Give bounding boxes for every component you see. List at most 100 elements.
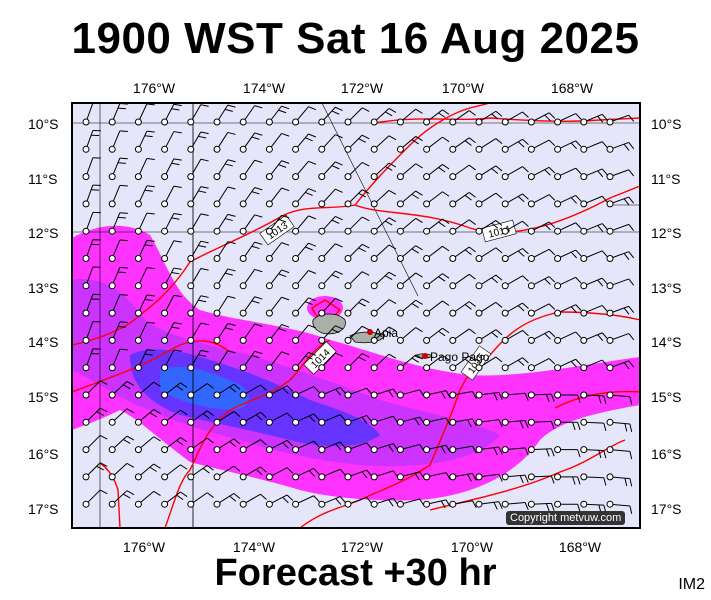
wind-barb-feather: [260, 439, 267, 446]
wind-barb-feather: [623, 143, 630, 151]
lon-label: 172°W: [341, 80, 384, 96]
wind-barb-feather: [308, 188, 317, 193]
wind-barb-station: [554, 227, 562, 235]
wind-barb-station: [134, 418, 142, 426]
wind-barb-station: [475, 200, 483, 208]
wind-barb-feather: [281, 105, 290, 110]
wind-barb-feather: [601, 332, 608, 340]
wind-barb-feather: [575, 113, 582, 120]
wind-barb-feather: [176, 494, 184, 501]
wind-barb-feather: [180, 464, 188, 470]
wind-barb-station: [187, 418, 195, 426]
wind-barb-station: [82, 418, 90, 426]
wind-barb-station: [527, 255, 535, 262]
wind-barb-feather: [171, 217, 180, 220]
lon-label: 170°W: [442, 80, 485, 96]
wind-barb-feather: [308, 106, 317, 111]
wind-barb-feather: [313, 468, 320, 475]
wind-barb-feather: [173, 294, 182, 298]
wind-barb-feather: [438, 221, 446, 228]
wind-barb-station: [161, 336, 169, 344]
wind-barb-feather: [495, 165, 503, 172]
wind-barb-feather: [126, 490, 135, 496]
wind-barb-feather: [575, 277, 582, 284]
wind-barb-feather: [251, 136, 260, 140]
wind-barb-feather: [388, 271, 397, 277]
wind-barb-station: [108, 473, 116, 481]
wind-barb-feather: [224, 327, 233, 331]
wind-barb-station: [161, 446, 169, 454]
wind-barb-station: [606, 118, 614, 126]
wind-barb-feather: [366, 387, 373, 395]
wind-barb-station: [423, 364, 431, 372]
wind-barb-station: [265, 145, 273, 153]
wind-barb-station: [501, 145, 509, 153]
wind-barb-feather: [339, 414, 346, 422]
wind-barb-feather: [548, 358, 556, 365]
wind-barb-feather: [281, 187, 290, 192]
wind-barb-station: [265, 309, 273, 317]
wind-barb-feather: [628, 278, 635, 286]
wind-barb-station: [82, 227, 90, 235]
wind-barb-station: [449, 364, 457, 372]
wind-barb-feather: [598, 395, 602, 404]
wind-barb-feather: [628, 169, 635, 177]
lat-label: 12°S: [28, 225, 59, 241]
wind-barb-station: [580, 200, 588, 208]
wind-barb-station: [239, 200, 247, 208]
wind-barb-station: [187, 446, 195, 454]
lat-label: 11°S: [651, 171, 680, 187]
wind-barb-station: [396, 309, 404, 317]
wind-barb-feather: [629, 451, 633, 460]
wind-barb-feather: [498, 501, 503, 510]
wind-barb-station: [396, 255, 404, 262]
wind-barb-station: [580, 282, 588, 290]
wind-barb-feather: [411, 193, 419, 199]
wind-barb-station: [475, 173, 483, 181]
wind-barb-station: [161, 391, 169, 399]
wind-barb-station: [606, 336, 614, 344]
wind-barb-feather: [146, 212, 155, 215]
wind-barb-feather: [628, 224, 635, 231]
wind-barb-station: [344, 418, 352, 426]
wind-barb-feather: [388, 326, 397, 332]
wind-barb-feather: [254, 350, 263, 355]
wind-barb-station: [265, 282, 273, 290]
wind-barb-station: [554, 282, 562, 290]
wind-barb-station: [527, 391, 535, 399]
wind-barb-feather: [440, 446, 446, 454]
wind-barb-feather: [173, 131, 182, 134]
wind-barb-feather: [442, 245, 450, 252]
wind-barb-feather: [597, 334, 604, 342]
apia-marker: [367, 329, 373, 335]
wind-barb-feather: [260, 384, 267, 391]
wind-barb-feather: [331, 110, 340, 115]
wind-barb-station: [318, 282, 326, 290]
wind-barb-feather: [601, 195, 608, 203]
wind-barb-feather: [361, 353, 370, 358]
wind-barb-feather: [117, 107, 126, 110]
wind-barb-feather: [522, 357, 529, 364]
wind-barb-feather: [468, 137, 476, 144]
wind-barb-feather: [628, 142, 635, 150]
wind-barb-station: [423, 336, 431, 344]
wind-barb-station: [396, 391, 404, 399]
wind-barb-station: [82, 173, 90, 181]
wind-barb-station: [292, 309, 300, 317]
wind-barb-feather: [278, 273, 287, 278]
wind-barb-feather: [495, 220, 503, 226]
wind-barb-feather: [442, 355, 450, 361]
wind-barb-station: [318, 446, 326, 454]
wind-barb-feather: [468, 328, 476, 335]
wind-barb-feather: [575, 331, 582, 339]
wind-barb-feather: [119, 130, 128, 132]
wind-barb-station: [82, 200, 90, 208]
wind-barb-station: [606, 227, 614, 235]
wind-barb-feather: [572, 422, 576, 431]
wind-barb-feather: [570, 197, 578, 204]
wind-barb-station: [213, 118, 221, 126]
wind-barb-feather: [331, 328, 340, 334]
rainfall-shading: [72, 225, 640, 501]
wind-barb-feather: [544, 223, 551, 231]
wind-barb-station: [108, 255, 116, 262]
